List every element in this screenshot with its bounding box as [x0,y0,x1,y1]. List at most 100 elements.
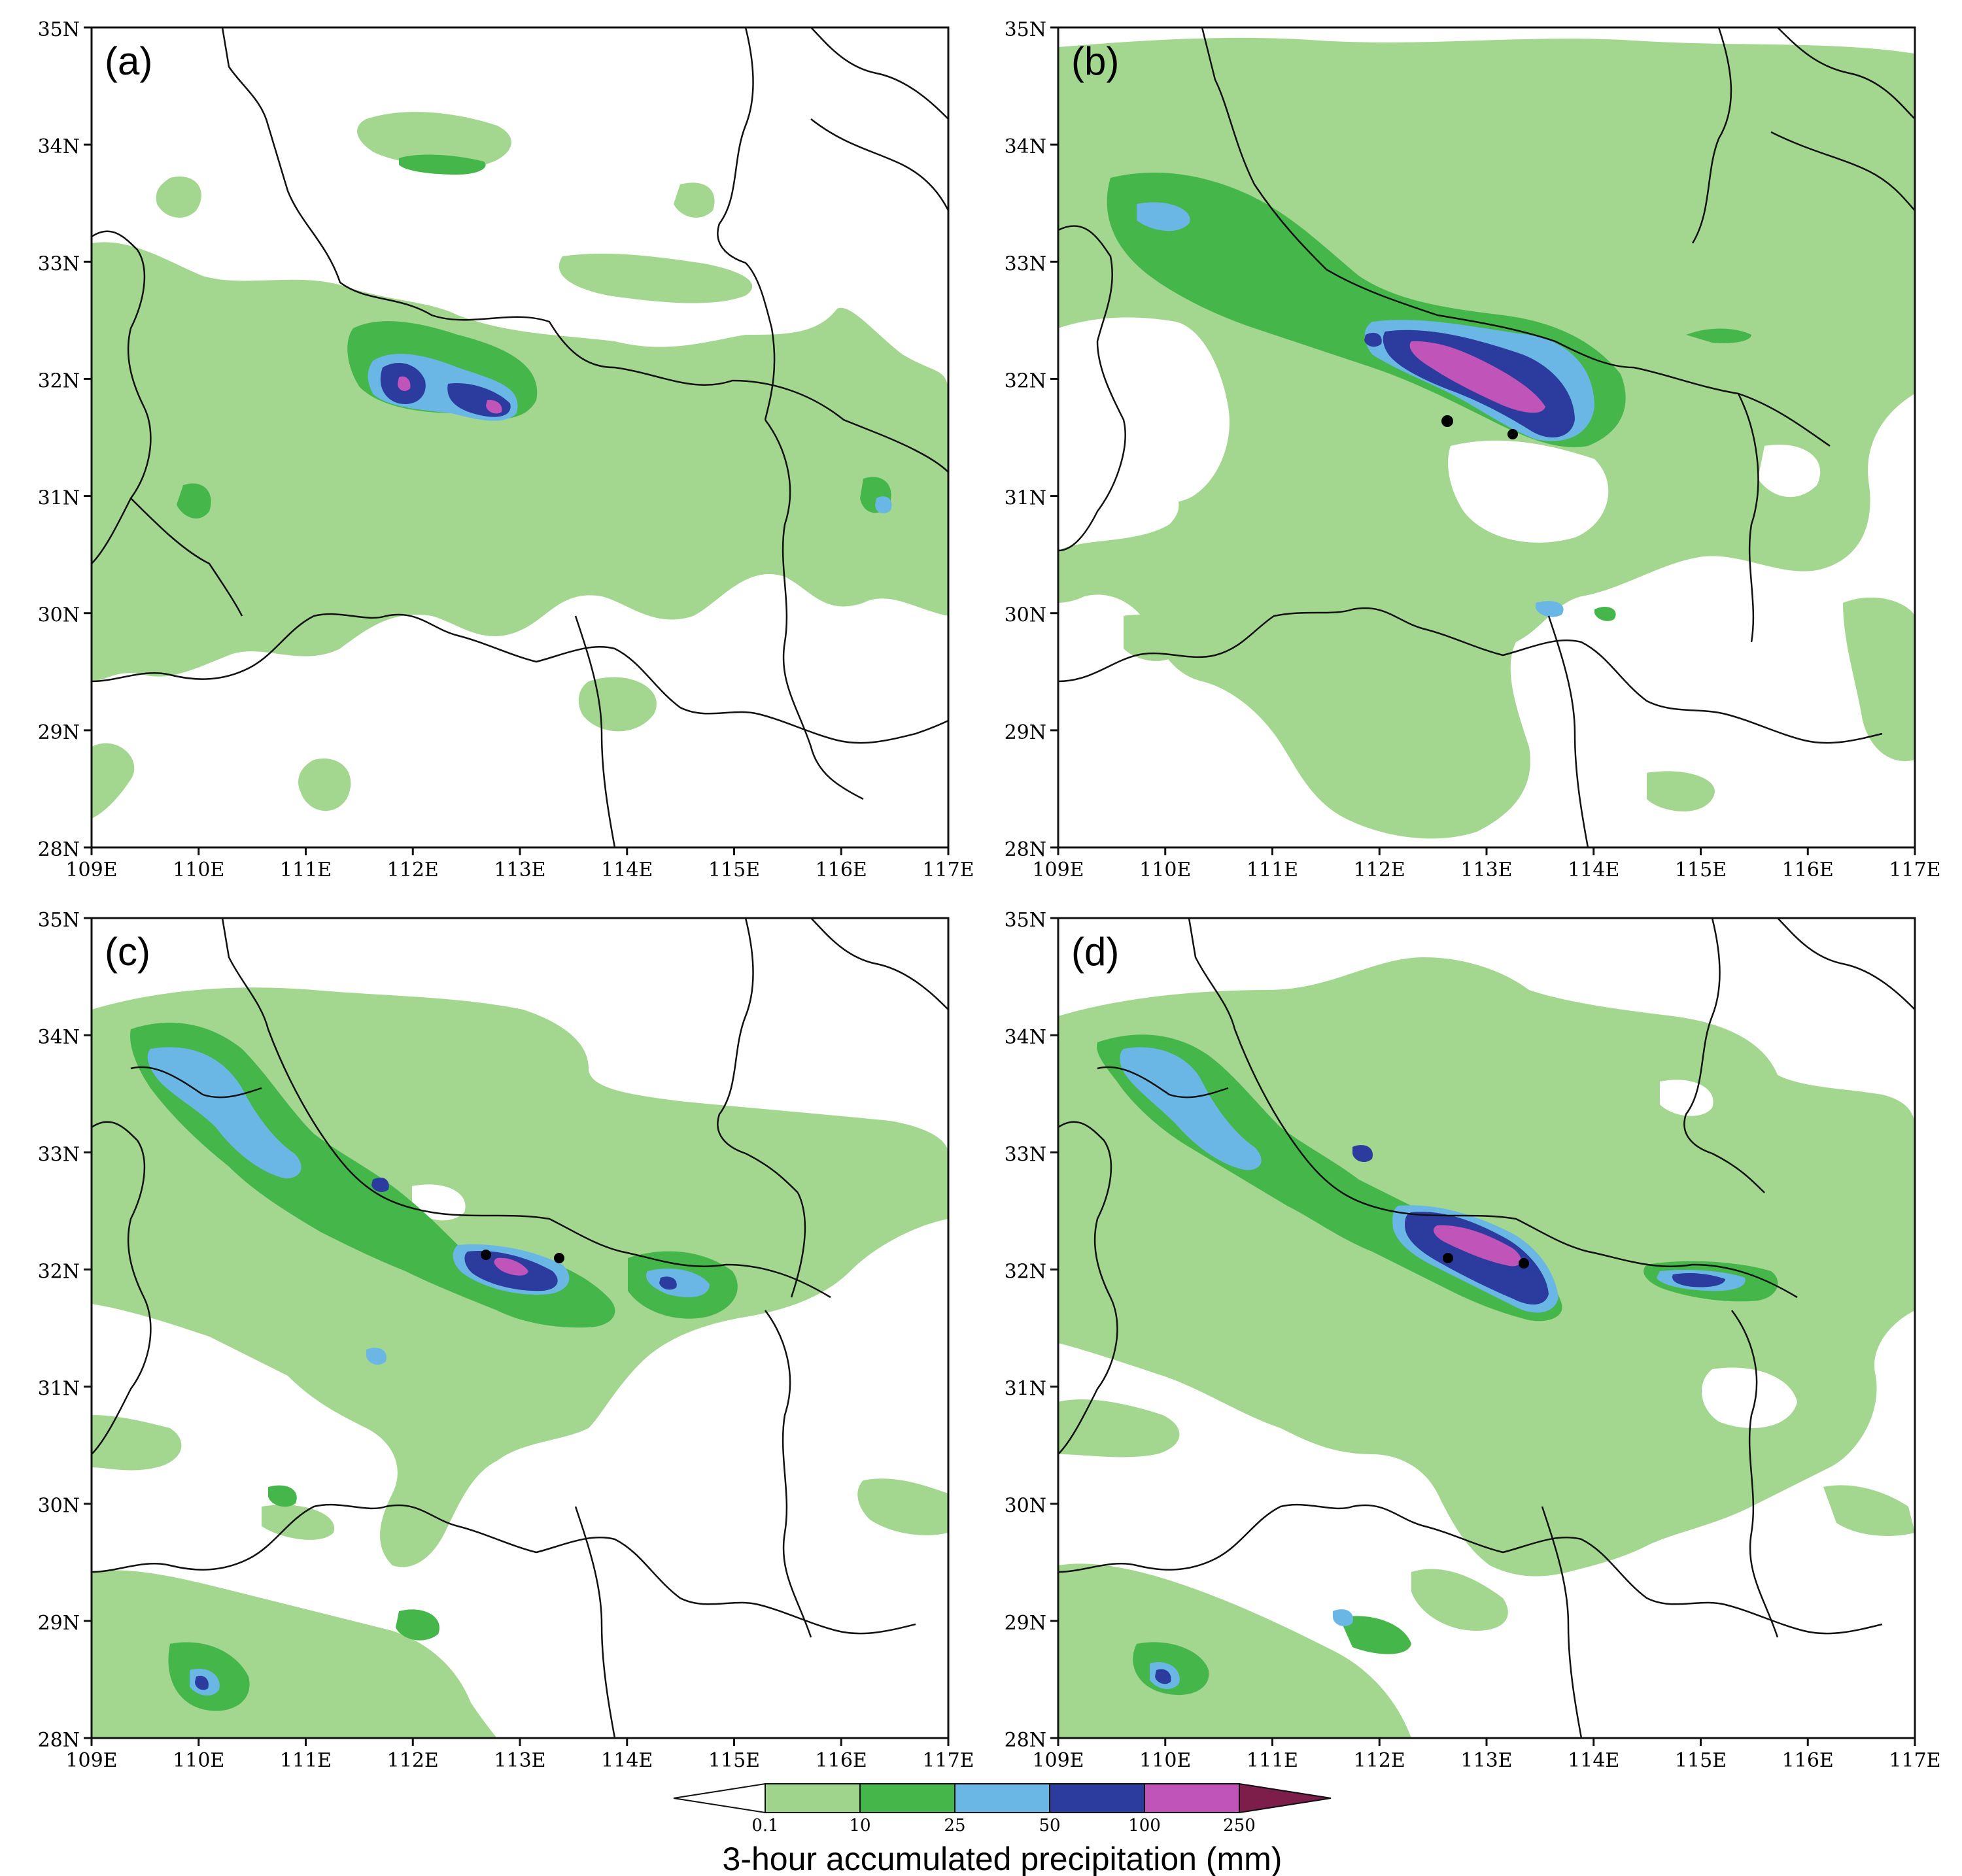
panel-c-map [92,918,948,1738]
lat-label: 35N [1005,909,1046,932]
colorbar-swatch [765,1783,861,1813]
rain-magenta [1434,1225,1521,1267]
lon-label: 110E [1139,859,1191,881]
lon-label: 110E [173,1749,224,1772]
lon-label: 112E [387,1749,439,1772]
lon-label: 117E [1889,1749,1940,1772]
lon-label: 111E [280,1749,332,1772]
lat-label: 33N [38,252,80,275]
lat-label: 34N [1005,135,1046,158]
panel-d: (d) [1057,917,1916,1739]
lon-label: 114E [1568,859,1619,881]
panel-b-axes: 28N 29N 30N 31N 32N 33N 34N 35N 109E 110E 111E 112E… [1005,18,1941,881]
lon-label: 117E [922,859,974,881]
lat-label: 32N [38,1260,80,1283]
lat-label: 35N [1005,18,1046,41]
province-borders [92,27,948,847]
lon-label: 116E [1782,1749,1834,1772]
panel-a-map [92,27,948,847]
lon-label: 112E [1354,1749,1405,1772]
panel-c-axes: 28N 29N 30N 31N 32N 33N 34N 35N 109E 110E 111E 112E… [38,909,974,1772]
colorbar-swatch [1049,1783,1145,1813]
lon-label: 111E [1247,1749,1298,1772]
lat-label: 33N [1005,1143,1046,1166]
lat-label: 33N [38,1143,80,1166]
lat-label: 35N [38,18,80,41]
lat-label: 30N [1005,604,1046,627]
panel-a-label: (a) [105,39,152,83]
lat-label: 29N [1005,1612,1046,1635]
lat-label: 34N [1005,1026,1046,1049]
lat-label: 30N [38,604,80,627]
colorbar-swatch-over [1239,1782,1332,1814]
colorbar-tick-label: 0.1 [751,1816,778,1835]
lon-label: 116E [816,1749,867,1772]
lon-label: 115E [1675,1749,1727,1772]
lat-label: 31N [1005,487,1046,510]
lat-label: 29N [38,721,80,744]
colorbar-swatch [859,1783,955,1813]
lat-label: 28N [1005,1729,1046,1752]
lat-label: 34N [38,135,80,158]
lon-label: 112E [1354,859,1405,881]
colorbar-title: 3-hour accumulated precipitation (mm) [723,1841,1282,1876]
colorbar-tick-label: 100 [1128,1816,1161,1835]
panel-a-axes: 28N 29N 30N 31N 32N 33N 34N 35N 109E 110E 111E 112E… [38,18,974,881]
colorbar-tick-label: 25 [944,1816,965,1835]
panel-c-label: (c) [105,930,150,974]
station-markers [481,1250,564,1263]
dry-areas [1660,1080,1797,1428]
axis-ticks-layer: 28N 29N 30N 31N 32N 33N 34N 35N 109E 110E 111E 112E… [38,18,1941,1772]
lon-label: 111E [280,859,332,881]
lon-label: 109E [1032,1749,1084,1772]
lon-label: 110E [173,859,224,881]
colorbar-swatches [673,1782,1332,1814]
lat-label: 31N [38,1378,80,1401]
lon-label: 117E [922,1749,974,1772]
colorbar-swatch-under [673,1782,766,1814]
lon-label: 114E [601,859,653,881]
lat-label: 32N [1005,1260,1046,1283]
lat-label: 28N [1005,838,1046,861]
lat-label: 32N [38,369,80,392]
lat-label: 29N [1005,721,1046,744]
panel-b: (b) [1057,26,1916,849]
colorbar-ticks: 0.1 10 25 50 100 250 [751,1816,1256,1835]
lat-label: 31N [1005,1378,1046,1401]
lon-label: 113E [1460,1749,1512,1772]
station-markers [1443,1253,1529,1269]
colorbar-tick-label: 50 [1039,1816,1060,1835]
lon-label: 109E [65,1749,117,1772]
lat-label: 28N [38,838,80,861]
lat-label: 33N [1005,252,1046,275]
lon-label: 109E [1032,859,1084,881]
lon-label: 111E [1247,859,1298,881]
province-borders [1058,918,1915,1738]
panel-b-label: (b) [1071,39,1119,83]
lon-label: 115E [708,1749,760,1772]
lat-label: 30N [38,1495,80,1518]
panel-b-map [1058,27,1915,847]
lat-label: 30N [1005,1495,1046,1518]
lon-label: 109E [65,859,117,881]
panel-d-axes: 28N 29N 30N 31N 32N 33N 34N 35N 109E 110E 111E 112E… [1005,909,1941,1772]
lon-label: 116E [1782,859,1834,881]
lat-label: 28N [38,1729,80,1752]
lat-label: 35N [38,909,80,932]
lon-label: 110E [1139,1749,1191,1772]
rain-magenta [494,1257,528,1276]
colorbar-tick-label: 250 [1223,1816,1256,1835]
colorbar-swatch [954,1783,1050,1813]
rain-magenta [1409,341,1545,413]
lon-label: 115E [708,859,760,881]
lon-label: 114E [1568,1749,1619,1772]
colorbar: 0.1 10 25 50 100 250 3-hour accumulated preci… [673,1782,1332,1876]
lat-label: 32N [1005,369,1046,392]
colorbar-tick-label: 10 [849,1816,870,1835]
province-borders [92,918,948,1738]
lat-label: 29N [38,1612,80,1635]
lon-label: 116E [816,859,867,881]
station-markers [1441,415,1518,439]
dry-areas [412,968,780,1221]
